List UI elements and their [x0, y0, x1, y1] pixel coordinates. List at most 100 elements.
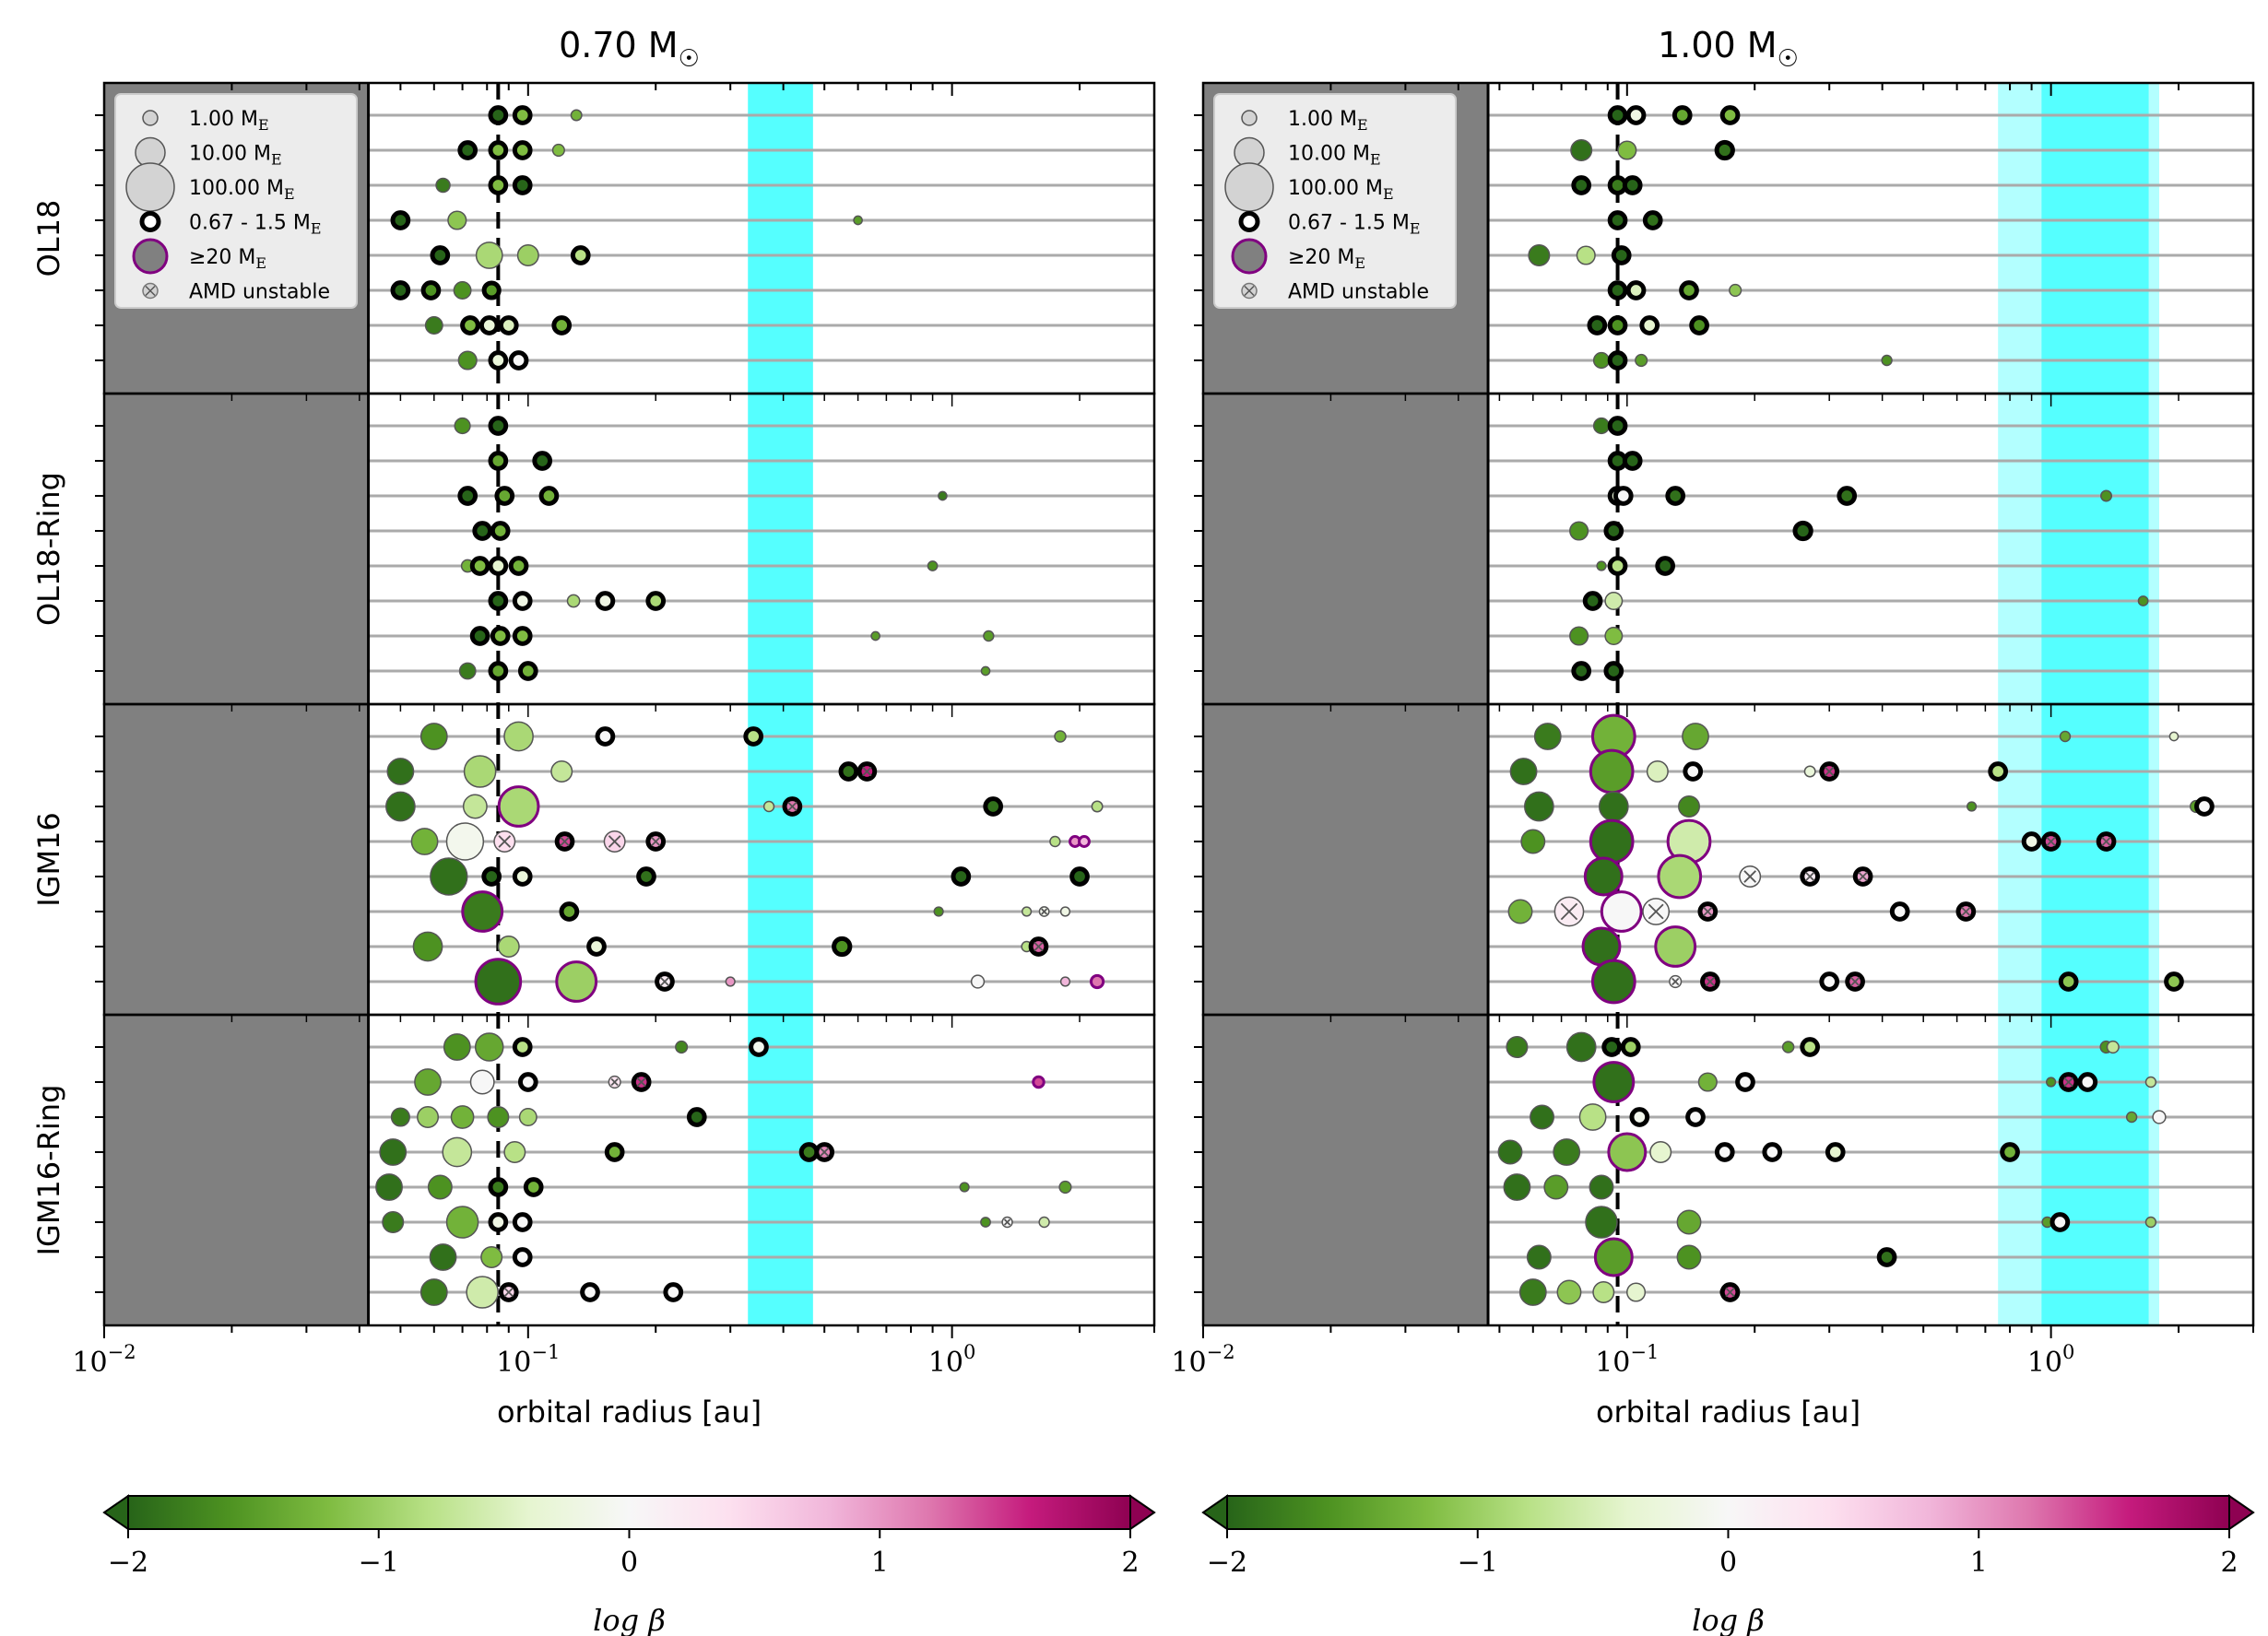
planet-marker — [1503, 1173, 1531, 1201]
amd-unstable-cross — [1703, 906, 1713, 917]
planet-marker — [1607, 350, 1628, 371]
planet-marker — [488, 416, 509, 436]
planet-marker — [390, 280, 411, 300]
amd-unstable-cross — [1003, 1218, 1011, 1226]
planet-marker — [1604, 627, 1624, 645]
planet-marker — [1049, 835, 1061, 848]
planet-marker — [469, 626, 490, 646]
amd-unstable-cross — [1705, 976, 1716, 987]
planet-marker — [1889, 901, 1910, 922]
colorbar-tick-label: 0 — [620, 1547, 638, 1579]
planet-marker — [490, 521, 511, 541]
planet-marker — [512, 105, 533, 125]
planet-marker — [551, 315, 573, 335]
planet-marker — [497, 785, 540, 828]
x-tick-label: 10−1 — [1595, 1341, 1659, 1379]
colorbar-tick-label: 2 — [2220, 1547, 2238, 1579]
planet-marker — [725, 976, 736, 987]
planet-marker — [1569, 521, 1589, 541]
planet-marker — [1578, 1103, 1607, 1131]
planet-marker — [463, 755, 497, 788]
planet-marker — [1509, 758, 1538, 785]
amd-unstable-cross — [819, 1147, 830, 1158]
planet-marker — [497, 936, 520, 958]
planet-marker — [417, 1106, 440, 1128]
planet-marker — [1607, 315, 1628, 335]
amd-unstable-cross — [2063, 1077, 2073, 1088]
planet-marker — [1528, 244, 1551, 266]
legend-box — [1213, 93, 1457, 309]
x-tick-exponent: −1 — [531, 1341, 560, 1363]
planet-marker — [2058, 971, 2079, 992]
planet-marker — [414, 1068, 442, 1096]
planet-marker — [762, 800, 775, 813]
planet-marker — [478, 315, 500, 335]
planet-marker — [488, 350, 509, 371]
planet-marker — [1642, 210, 1663, 230]
planet-marker — [1622, 451, 1643, 471]
planet-marker — [980, 1217, 991, 1228]
planet-marker — [1059, 976, 1071, 987]
planet-marker — [2137, 595, 2149, 606]
planet-marker — [1620, 1037, 1641, 1057]
planet-marker — [488, 1177, 509, 1197]
colorbar-label: log β — [1692, 1603, 1765, 1636]
colorbar-tick-label: 1 — [871, 1547, 889, 1579]
legend-label: AMD unstable — [1288, 281, 1429, 304]
planet-marker — [1607, 556, 1628, 576]
planet-marker — [1689, 315, 1709, 335]
planet-marker — [442, 1136, 473, 1168]
planet-marker — [420, 280, 442, 300]
planet-marker — [488, 140, 509, 160]
planet-marker — [2144, 1076, 2157, 1089]
planet-marker — [512, 591, 533, 611]
legend-label: 100.00 ME — [1288, 177, 1394, 203]
planet-marker — [1735, 1072, 1755, 1092]
planet-marker — [1626, 1282, 1647, 1302]
planet-marker — [1825, 1142, 1846, 1162]
planet-marker — [1556, 1279, 1582, 1305]
planet-marker — [457, 350, 478, 371]
legend-label: ≥20 ME — [189, 246, 266, 272]
legend-label: ≥20 ME — [1288, 246, 1365, 272]
planet-marker — [566, 594, 581, 608]
colorbar-tick-label: 0 — [1719, 1547, 1737, 1579]
planet-marker — [517, 1072, 538, 1092]
colorbar-tick-label: −1 — [1458, 1547, 1498, 1579]
amd-unstable-cross — [560, 836, 570, 847]
planet-marker — [1654, 925, 1697, 968]
planet-marker — [1607, 280, 1628, 300]
planet-marker — [595, 726, 616, 747]
legend-label: 1.00 ME — [189, 108, 269, 134]
planet-marker — [1607, 1132, 1648, 1172]
x-tick-exponent: −1 — [1630, 1341, 1659, 1363]
colorbar-label: log β — [593, 1603, 666, 1636]
planet-marker — [938, 490, 948, 501]
planet-marker — [1091, 800, 1104, 813]
planet-marker — [551, 143, 565, 158]
planet-marker — [2000, 1142, 2020, 1162]
legend-marker — [125, 162, 175, 212]
amd-unstable-cross — [787, 801, 797, 812]
planet-marker — [375, 1173, 403, 1201]
planet-marker — [1585, 1206, 1618, 1239]
planet-marker — [570, 245, 591, 265]
planet-marker — [1649, 1141, 1672, 1163]
planet-marker — [2100, 489, 2113, 502]
planet-marker — [550, 760, 573, 783]
legend-marker — [139, 211, 161, 232]
planet-marker — [1582, 591, 1603, 611]
planet-marker — [1677, 795, 1700, 818]
planet-marker — [1078, 835, 1091, 848]
planet-marker — [1583, 856, 1624, 897]
x-tick-label: 10−2 — [72, 1341, 136, 1379]
planet-marker — [675, 1040, 689, 1054]
colorbar-tick-label: −2 — [108, 1547, 148, 1579]
planet-marker — [2045, 1077, 2057, 1088]
planet-marker — [2049, 1212, 2071, 1232]
colorbar-tick-label: −2 — [1207, 1547, 1247, 1579]
planet-marker — [1589, 1174, 1614, 1200]
planet-marker — [1603, 661, 1624, 681]
legend-subscript: E — [271, 151, 282, 169]
